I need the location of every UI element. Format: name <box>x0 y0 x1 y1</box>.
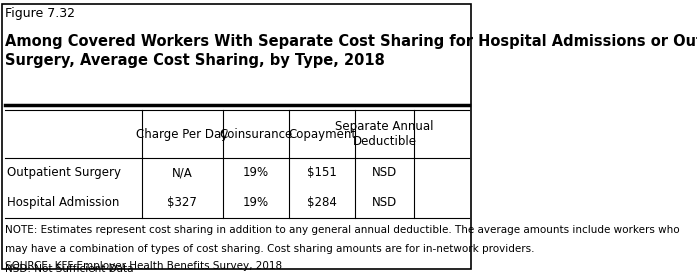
Text: N/A: N/A <box>172 166 192 179</box>
Text: SOURCE: KFF Employer Health Benefits Survey, 2018: SOURCE: KFF Employer Health Benefits Sur… <box>5 261 282 271</box>
Text: Among Covered Workers With Separate Cost Sharing for Hospital Admissions or Outp: Among Covered Workers With Separate Cost… <box>5 34 697 68</box>
Text: NSD: Not Sufficient Data: NSD: Not Sufficient Data <box>5 264 133 274</box>
Text: Charge Per Day: Charge Per Day <box>136 128 229 140</box>
Text: Coinsurance: Coinsurance <box>219 128 292 140</box>
Text: Separate Annual
Deductible: Separate Annual Deductible <box>335 120 434 148</box>
Text: Hospital Admission: Hospital Admission <box>7 196 119 209</box>
Text: 19%: 19% <box>243 166 269 179</box>
Text: NOTE: Estimates represent cost sharing in addition to any general annual deducti: NOTE: Estimates represent cost sharing i… <box>5 225 680 235</box>
Text: NSD: NSD <box>372 196 397 209</box>
Text: NSD: NSD <box>372 166 397 179</box>
Text: Outpatient Surgery: Outpatient Surgery <box>7 166 121 179</box>
Text: $151: $151 <box>307 166 337 179</box>
Text: may have a combination of types of cost sharing. Cost sharing amounts are for in: may have a combination of types of cost … <box>5 245 534 254</box>
Text: $284: $284 <box>307 196 337 209</box>
Text: Copayment: Copayment <box>288 128 356 140</box>
Text: Figure 7.32: Figure 7.32 <box>5 7 75 20</box>
Text: 19%: 19% <box>243 196 269 209</box>
Text: $327: $327 <box>167 196 197 209</box>
